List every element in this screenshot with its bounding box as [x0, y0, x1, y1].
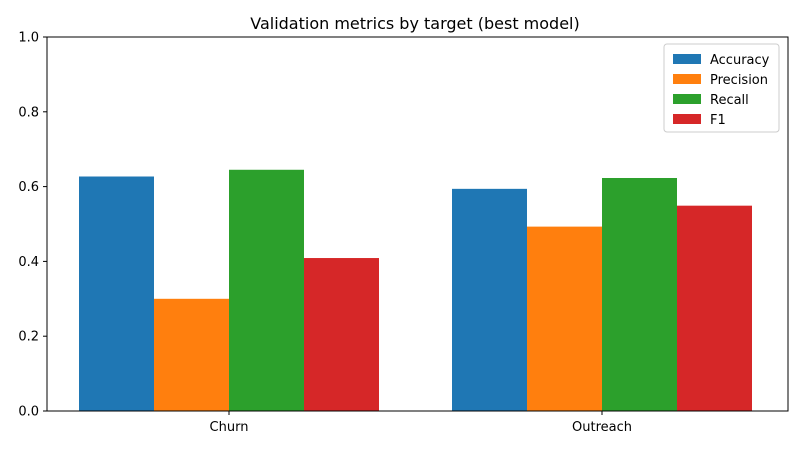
legend-box: [663, 43, 780, 133]
x-tick-label: Outreach: [572, 420, 632, 435]
y-tick-label: 0.8: [18, 105, 39, 120]
axes: 0.0 0.2 0.4 0.6 0.8 1.0 Churn Outreach: [18, 31, 789, 435]
legend-label-recall: Recall: [710, 93, 749, 108]
legend-swatch-f1: [673, 114, 701, 124]
x-tick-label: Churn: [210, 420, 249, 435]
y-tick-label: 0.0: [18, 405, 39, 420]
bar-recall-churn: [229, 169, 304, 411]
bar-f1-churn: [304, 258, 379, 411]
bar-precision-outreach: [527, 226, 602, 411]
legend-swatch-accuracy: [673, 54, 701, 64]
bar-precision-churn: [154, 298, 229, 411]
y-tick-label: 0.2: [18, 330, 39, 345]
bar-recall-outreach: [602, 177, 677, 411]
y-tick-label: 0.4: [18, 255, 39, 270]
legend-label-accuracy: Accuracy: [710, 53, 770, 68]
legend: Accuracy Precision Recall F1: [663, 43, 780, 133]
y-tick-label: 1.0: [18, 31, 39, 46]
bar-accuracy-churn: [79, 176, 154, 411]
legend-swatch-precision: [673, 74, 701, 84]
legend-swatch-recall: [673, 94, 701, 104]
legend-label-precision: Precision: [710, 73, 768, 88]
y-tick-label: 0.6: [18, 180, 39, 195]
bar-accuracy-outreach: [452, 188, 527, 411]
legend-label-f1: F1: [710, 113, 726, 128]
chart-title: Validation metrics by target (best model…: [250, 14, 579, 33]
bars: [79, 169, 752, 411]
bar-f1-outreach: [677, 205, 752, 411]
plot-frame: [46, 36, 789, 412]
